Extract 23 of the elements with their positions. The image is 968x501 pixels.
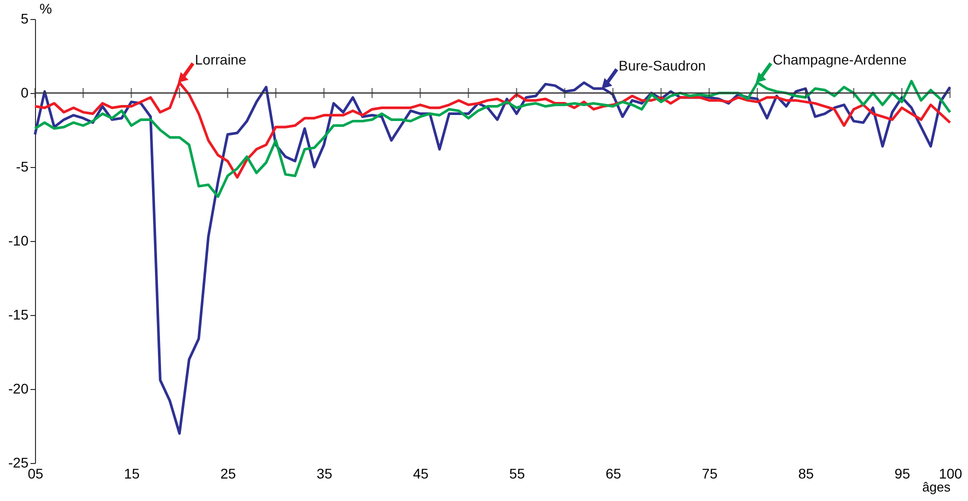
y-tick-label: -20 <box>8 380 29 396</box>
y-tick-label: -10 <box>8 232 29 248</box>
x-tick-label: 95 <box>894 466 910 482</box>
y-tick-label: 0 <box>20 84 29 100</box>
x-tick-label: 100 <box>938 466 962 482</box>
y-tick-label: -5 <box>16 158 29 174</box>
x-tick-label: 35 <box>316 466 332 482</box>
annotation: Lorraine <box>194 51 246 68</box>
x-tick-label: 65 <box>606 466 622 482</box>
x-tick-label: 15 <box>124 466 140 482</box>
y-tick-label: 5 <box>20 10 29 26</box>
y-axis-title: % <box>40 0 52 16</box>
x-tick-label: 75 <box>702 466 718 482</box>
x-tick-label: 45 <box>412 466 429 482</box>
x-tick-label: 05 <box>28 466 44 482</box>
annotation: Bure-Saudron <box>618 57 706 74</box>
x-tick-label: 85 <box>798 466 814 482</box>
y-tick-label: -25 <box>8 454 29 470</box>
y-tick-label: -15 <box>8 306 29 322</box>
x-axis-title: âges <box>922 480 951 494</box>
x-tick-label: 55 <box>509 466 526 482</box>
x-tick-label: 25 <box>220 466 236 482</box>
annotation: Champagne-Ardenne <box>772 51 907 68</box>
